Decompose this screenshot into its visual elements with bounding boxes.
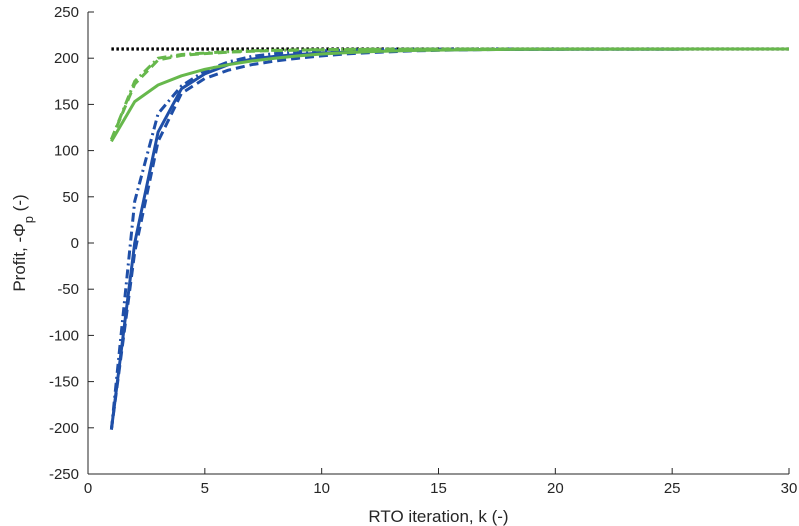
plot-area	[109, 47, 789, 430]
y-axis-label-subscript: p	[21, 216, 36, 223]
x-axis-label: RTO iteration, k (-)	[368, 507, 508, 526]
y-tick-label: 100	[54, 143, 79, 160]
series-line-5	[110, 47, 789, 143]
x-tick-label: 15	[430, 480, 447, 497]
y-tick-label: -250	[49, 466, 79, 483]
y-tick-label: 200	[54, 50, 79, 67]
series-line-2	[109, 47, 789, 430]
y-tick-label: 150	[54, 96, 79, 113]
x-tick-label: 25	[664, 480, 681, 497]
y-tick-label: -200	[49, 420, 79, 437]
y-axis-label: Profit, -Φp (-)	[10, 194, 36, 291]
series-line-6	[110, 47, 789, 141]
tick-labels: 0 5 10 15 20 25 30 -250 -200 -150 -100 -50 0 50 100 150…	[49, 4, 797, 497]
y-tick-label: -50	[57, 281, 79, 298]
y-tick-label: 250	[54, 4, 79, 21]
y-axis-label-prefix: Profit, -Φ	[10, 223, 29, 291]
y-tick-label: -100	[49, 327, 79, 344]
x-tick-label: 5	[201, 480, 209, 497]
y-axis-label-suffix: (-)	[10, 194, 29, 216]
y-tick-label: -150	[49, 374, 79, 391]
y-tick-label: 0	[71, 235, 79, 252]
series-line-7	[110, 47, 789, 141]
axes	[87, 11, 790, 475]
x-tick-label: 0	[84, 480, 92, 497]
series-line-3	[109, 47, 789, 430]
x-tick-label: 30	[781, 480, 798, 497]
series-line-4	[109, 47, 789, 430]
y-tick-label: 50	[62, 189, 79, 206]
x-tick-label: 10	[313, 480, 330, 497]
x-tick-label: 20	[547, 480, 564, 497]
